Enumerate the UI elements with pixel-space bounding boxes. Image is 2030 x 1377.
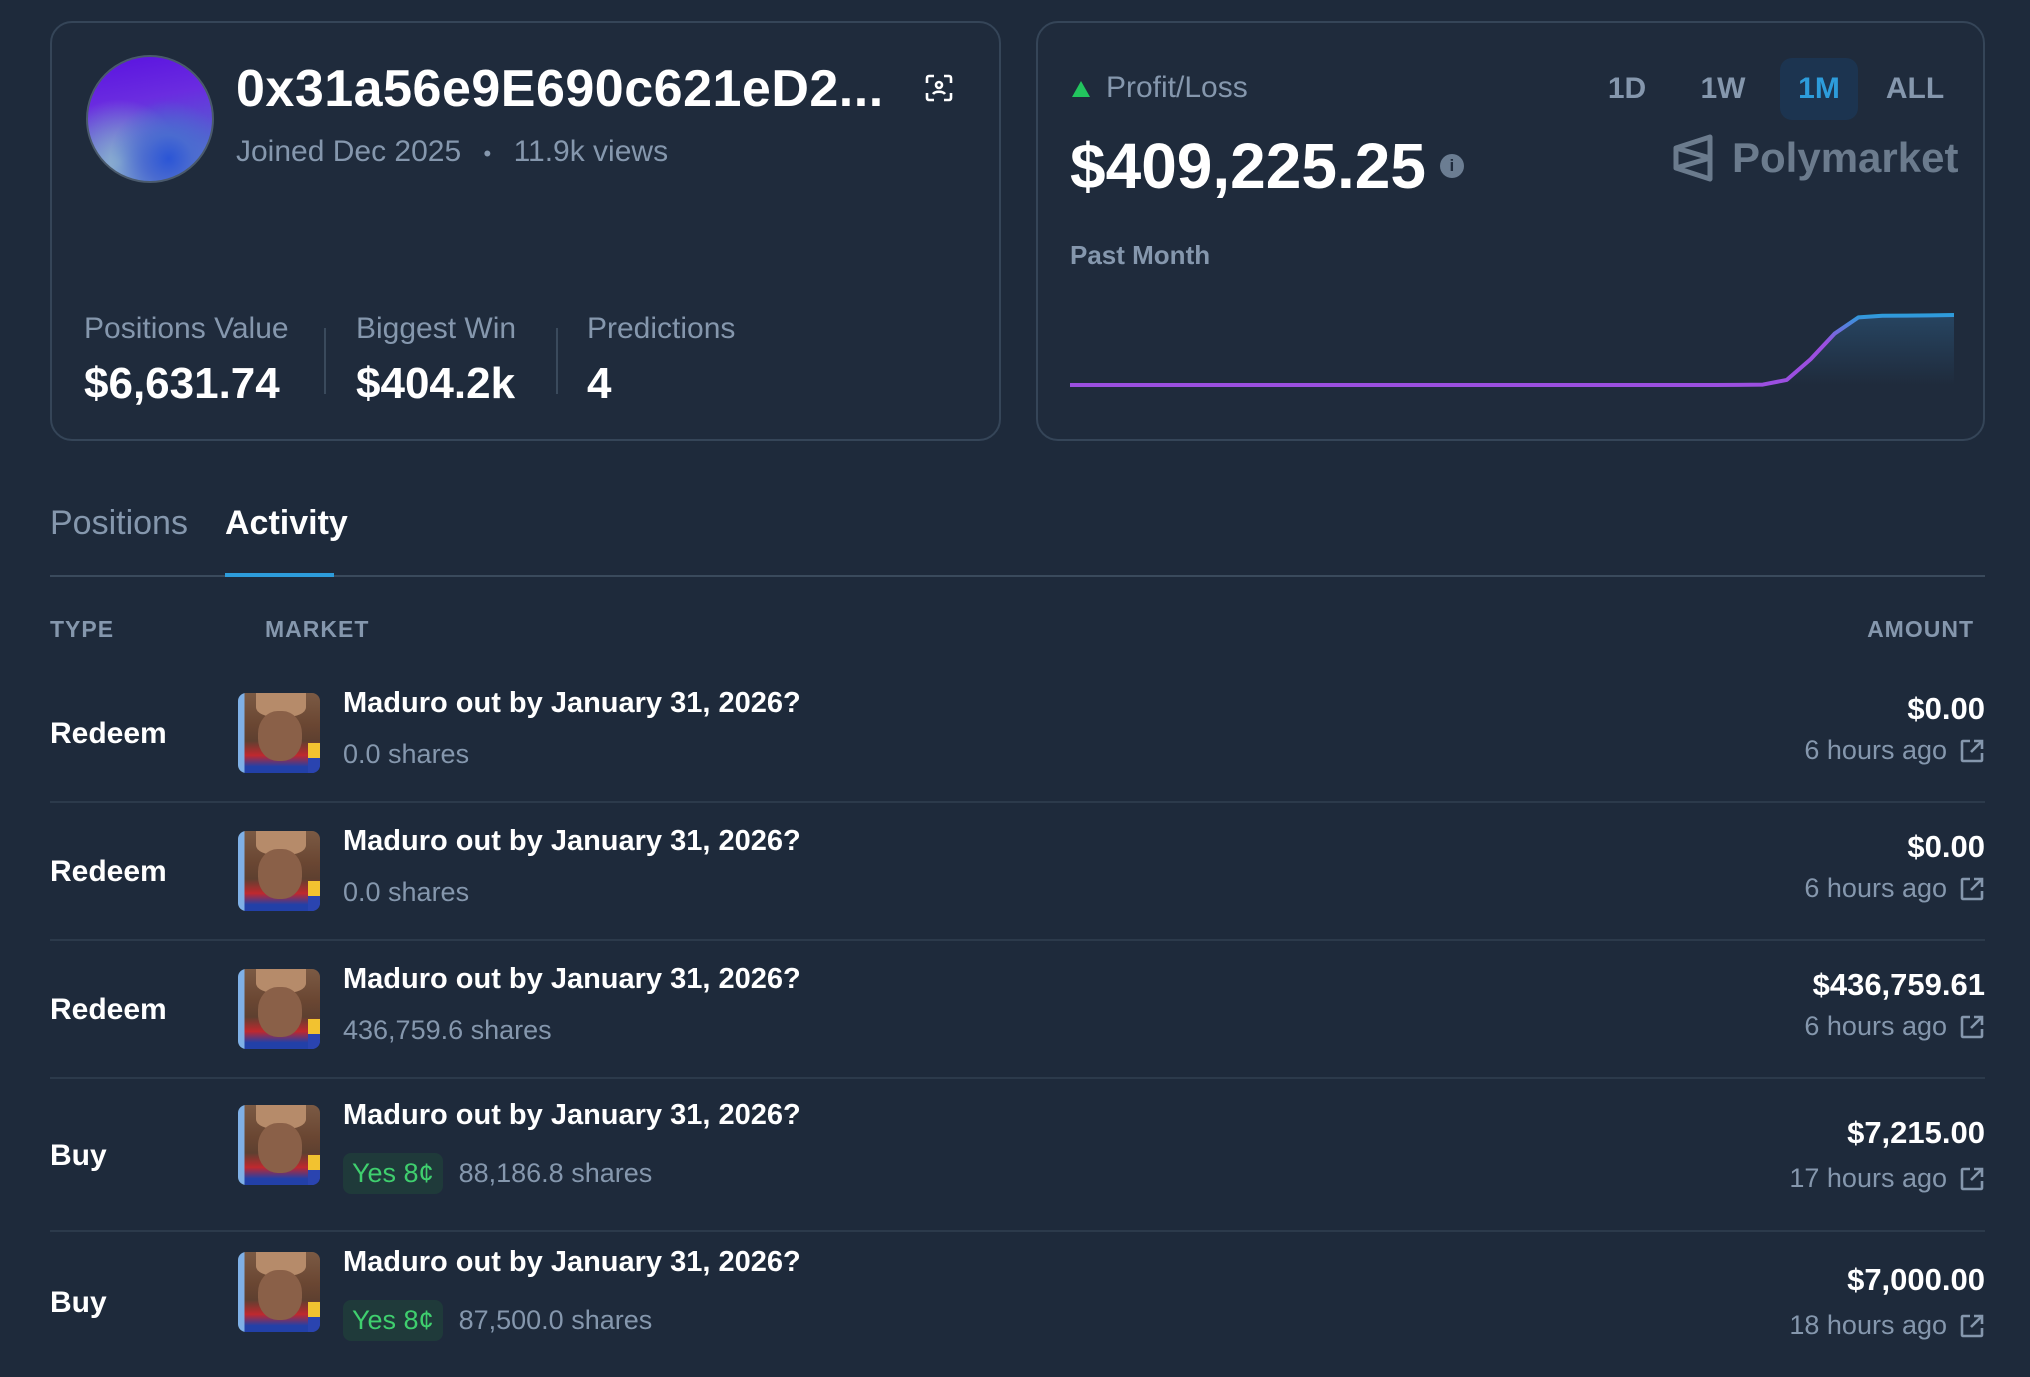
timestamp: 17 hours ago (1789, 1163, 1985, 1194)
profile-meta: Joined Dec 2025 • 11.9k views (236, 135, 668, 169)
avatar (86, 55, 214, 183)
tabs-divider (50, 575, 1985, 577)
row-divider (50, 939, 1985, 941)
row-divider (50, 801, 1985, 803)
separator: • (483, 141, 492, 166)
market-title[interactable]: Maduro out by January 31, 2026? (343, 963, 801, 995)
period-label: Past Month (1070, 240, 1211, 270)
time-ago: 6 hours ago (1804, 873, 1947, 903)
polymarket-icon (1673, 134, 1713, 182)
activity-type: Redeem (50, 717, 167, 750)
activity-type: Redeem (50, 855, 167, 888)
external-link-icon[interactable] (1959, 876, 1985, 902)
market-thumbnail[interactable] (238, 1105, 320, 1185)
external-link-icon[interactable] (1959, 1166, 1985, 1192)
table-row[interactable]: Buy Maduro out by January 31, 2026? Yes … (50, 1083, 1985, 1230)
market-thumbnail[interactable] (238, 1252, 320, 1332)
activity-type: Buy (50, 1138, 107, 1172)
pnl-amount: $409,225.25 (1070, 130, 1426, 202)
outcome-badge: Yes 8¢ (343, 1153, 443, 1194)
amount: $0.00 (1907, 691, 1985, 726)
shares: 0.0 shares (343, 877, 470, 907)
timeframe-all[interactable]: ALL (1885, 72, 1945, 105)
timeframe-1m[interactable]: 1M (1780, 58, 1858, 120)
stat-label: Predictions (587, 312, 736, 345)
amount: $7,215.00 (1847, 1115, 1985, 1150)
divider (556, 328, 558, 394)
header-market: MARKET (265, 616, 370, 642)
table-row[interactable]: Redeem Maduro out by January 31, 2026? 0… (50, 807, 1985, 939)
stat-label: Positions Value (84, 312, 289, 345)
header-amount: AMOUNT (1867, 616, 1974, 642)
timestamp: 6 hours ago (1804, 1011, 1985, 1042)
activity-type: Buy (50, 1285, 107, 1319)
external-link-icon[interactable] (1959, 1313, 1985, 1339)
market-thumbnail[interactable] (238, 693, 320, 773)
external-link-icon[interactable] (1959, 738, 1985, 764)
divider (324, 328, 326, 394)
time-ago: 6 hours ago (1804, 1011, 1947, 1041)
row-divider (50, 1230, 1985, 1232)
pnl-chart (1070, 313, 1954, 387)
table-row[interactable]: Redeem Maduro out by January 31, 2026? 4… (50, 945, 1985, 1077)
row-divider (50, 1077, 1985, 1079)
pnl-label: Profit/Loss (1106, 71, 1248, 104)
table-row[interactable]: Buy Maduro out by January 31, 2026? Yes … (50, 1230, 1985, 1377)
market-thumbnail[interactable] (238, 831, 320, 911)
shares: 436,759.6 shares (343, 1015, 552, 1045)
view-count: 11.9k views (513, 135, 669, 168)
amount: $0.00 (1907, 829, 1985, 864)
amount: $436,759.61 (1812, 967, 1985, 1002)
market-subtitle: 436,759.6 shares (343, 1015, 552, 1046)
joined-date: Joined Dec 2025 (236, 135, 462, 168)
shares: 88,186.8 shares (458, 1158, 653, 1188)
brand-name: Polymarket (1732, 134, 1959, 181)
shares: 87,500.0 shares (458, 1305, 653, 1335)
timeframe-1d[interactable]: 1D (1607, 72, 1647, 105)
market-title[interactable]: Maduro out by January 31, 2026? (343, 1099, 801, 1131)
stat-label: Biggest Win (356, 312, 517, 345)
shares: 0.0 shares (343, 739, 470, 769)
timeframe-1w[interactable]: 1W (1700, 72, 1746, 105)
market-title[interactable]: Maduro out by January 31, 2026? (343, 1246, 801, 1278)
activity-type: Redeem (50, 993, 167, 1026)
outcome-badge: Yes 8¢ (343, 1300, 443, 1341)
time-ago: 18 hours ago (1789, 1310, 1947, 1340)
chart-line (1070, 313, 1954, 387)
market-title[interactable]: Maduro out by January 31, 2026? (343, 687, 801, 719)
external-link-icon[interactable] (1959, 1014, 1985, 1040)
up-triangle-icon (1072, 81, 1090, 97)
timestamp: 6 hours ago (1804, 873, 1985, 904)
chart-area (1070, 315, 1954, 385)
wallet-address: 0x31a56e9E690c621eD2... (236, 60, 884, 118)
amount: $7,000.00 (1847, 1262, 1985, 1297)
stat-value: $404.2k (356, 359, 516, 408)
stat-value: 4 (587, 359, 612, 408)
scan-icon[interactable] (924, 73, 954, 103)
info-icon[interactable]: i (1439, 154, 1464, 178)
pnl-value: $409,225.25 i (1070, 129, 1464, 203)
time-ago: 17 hours ago (1789, 1163, 1947, 1193)
market-title[interactable]: Maduro out by January 31, 2026? (343, 825, 801, 857)
polymarket-logo: Polymarket (1672, 133, 1958, 183)
pnl-card: Profit/Loss 1D 1W 1M ALL $409,225.25 i P… (1036, 21, 1985, 441)
header-type: TYPE (50, 616, 115, 642)
tab-activity[interactable]: Activity (225, 504, 348, 542)
table-row[interactable]: Redeem Maduro out by January 31, 2026? 0… (50, 669, 1985, 801)
market-subtitle: Yes 8¢ 88,186.8 shares (343, 1153, 652, 1194)
market-subtitle: 0.0 shares (343, 877, 469, 908)
market-thumbnail[interactable] (238, 969, 320, 1049)
market-subtitle: 0.0 shares (343, 739, 469, 770)
time-ago: 6 hours ago (1804, 735, 1947, 765)
market-subtitle: Yes 8¢ 87,500.0 shares (343, 1300, 652, 1341)
tab-positions[interactable]: Positions (50, 504, 188, 542)
active-tab-indicator (225, 573, 334, 577)
stat-value: $6,631.74 (84, 359, 280, 408)
profile-card: 0x31a56e9E690c621eD2... Joined Dec 2025 … (50, 21, 1001, 441)
timestamp: 18 hours ago (1789, 1310, 1985, 1341)
timestamp: 6 hours ago (1804, 735, 1985, 766)
